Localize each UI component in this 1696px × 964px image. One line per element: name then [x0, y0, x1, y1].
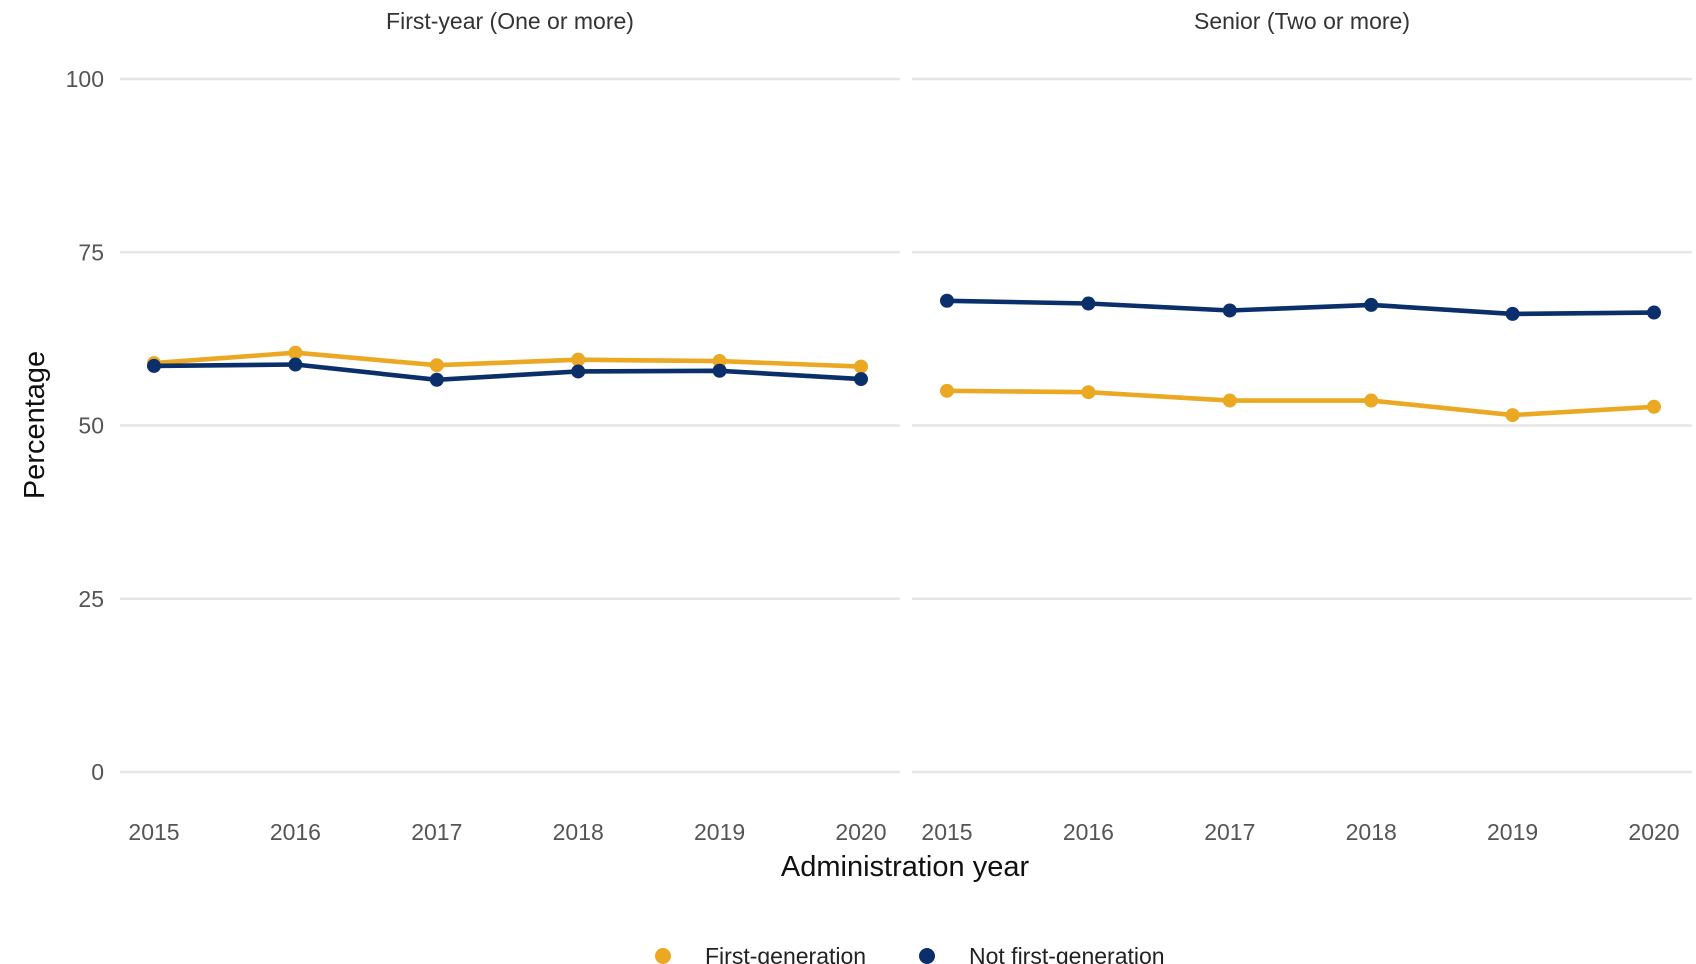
- data-point: [854, 359, 868, 374]
- x-tick-label: 2017: [1204, 819, 1255, 845]
- x-tick-label: 2019: [694, 819, 745, 845]
- data-point: [854, 372, 868, 387]
- y-tick-label: 0: [91, 759, 104, 785]
- x-tick-label: 2017: [411, 819, 462, 845]
- x-tick-label: 2019: [1487, 819, 1538, 845]
- data-point: [1081, 385, 1096, 400]
- series-line: [944, 298, 1657, 317]
- data-point: [940, 293, 954, 308]
- x-tick-label: 2018: [1346, 819, 1397, 845]
- data-point: [288, 345, 303, 360]
- data-point: [712, 363, 727, 378]
- legend-label: Not first-generation: [969, 943, 1165, 964]
- x-tick-label: 2020: [1628, 819, 1679, 845]
- data-point: [571, 352, 586, 367]
- data-point: [147, 358, 161, 373]
- data-point: [1364, 297, 1379, 312]
- data-point: [1222, 303, 1237, 318]
- data-point: [1647, 305, 1661, 320]
- data-point: [1222, 393, 1237, 408]
- data-point: [1081, 296, 1096, 311]
- x-tick-label: 2015: [921, 819, 972, 845]
- data-point: [1505, 306, 1520, 321]
- legend-marker: [655, 948, 671, 964]
- y-tick-label: 50: [78, 413, 104, 439]
- data-point: [288, 357, 303, 372]
- data-point: [940, 383, 954, 398]
- data-point: [712, 354, 727, 369]
- data-point: [1647, 399, 1661, 414]
- series-line: [151, 362, 864, 383]
- y-axis-title: Percentage: [19, 351, 51, 499]
- data-point: [429, 358, 444, 373]
- x-tick-label: 2016: [270, 819, 321, 845]
- x-tick-label: 2015: [128, 819, 179, 845]
- data-point: [571, 364, 586, 379]
- facet-title: Senior (Two or more): [1194, 8, 1410, 34]
- x-tick-label: 2018: [553, 819, 604, 845]
- y-tick-label: 25: [78, 586, 104, 612]
- y-tick-label: 75: [78, 239, 104, 265]
- legend-marker: [919, 948, 935, 964]
- series-line: [151, 350, 864, 369]
- x-axis-title: Administration year: [781, 851, 1030, 883]
- y-tick-label: 100: [66, 66, 104, 92]
- facet-title: First-year (One or more): [386, 8, 634, 34]
- series-line: [944, 388, 1657, 418]
- data-point: [429, 372, 444, 387]
- legend-label: First-generation: [705, 943, 866, 964]
- data-point: [1505, 408, 1520, 423]
- x-tick-label: 2016: [1063, 819, 1114, 845]
- x-tick-label: 2020: [835, 819, 886, 845]
- data-point: [1364, 393, 1379, 408]
